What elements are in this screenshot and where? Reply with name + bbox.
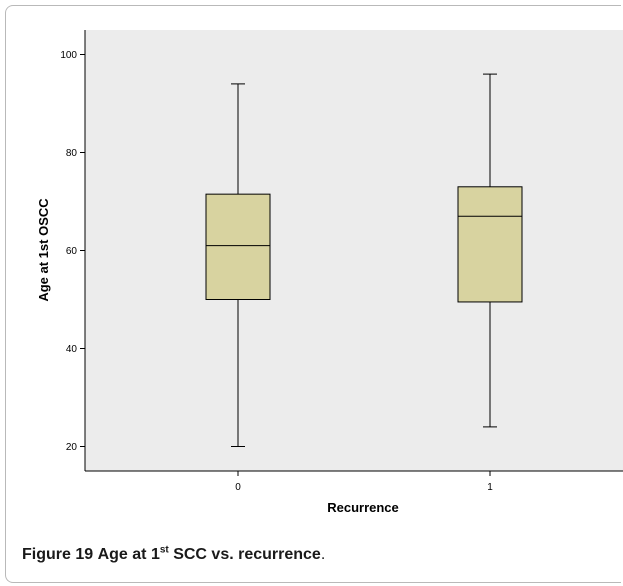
caption-text: Age at 1st SCC vs. recurrence — [97, 544, 321, 563]
caption-text-after: SCC vs. recurrence — [168, 546, 321, 563]
y-axis-ticks: 20 40 60 80 100 — [60, 50, 85, 453]
y-tick-label: 40 — [66, 344, 78, 355]
x-tick-label: 0 — [235, 482, 241, 493]
y-tick-label: 60 — [66, 246, 78, 257]
y-tick-label: 80 — [66, 148, 78, 159]
y-tick-label: 20 — [66, 442, 78, 453]
iqr-box — [457, 186, 523, 303]
figure-caption: Figure 19 Age at 1st SCC vs. recurrence. — [22, 544, 326, 564]
iqr-box — [205, 193, 271, 300]
caption-end: . — [320, 546, 326, 563]
plot-area — [85, 30, 623, 471]
caption-text-before: Age at 1 — [97, 546, 160, 563]
x-tick-label: 1 — [487, 482, 493, 493]
caption-superscript: st — [159, 544, 169, 556]
x-axis-label: Recurrence — [327, 500, 399, 515]
boxes — [205, 73, 523, 447]
y-axis-label: Age at 1st OSCC — [36, 198, 51, 302]
y-tick-label: 100 — [60, 50, 77, 61]
caption-label: Figure 19 — [22, 546, 94, 563]
